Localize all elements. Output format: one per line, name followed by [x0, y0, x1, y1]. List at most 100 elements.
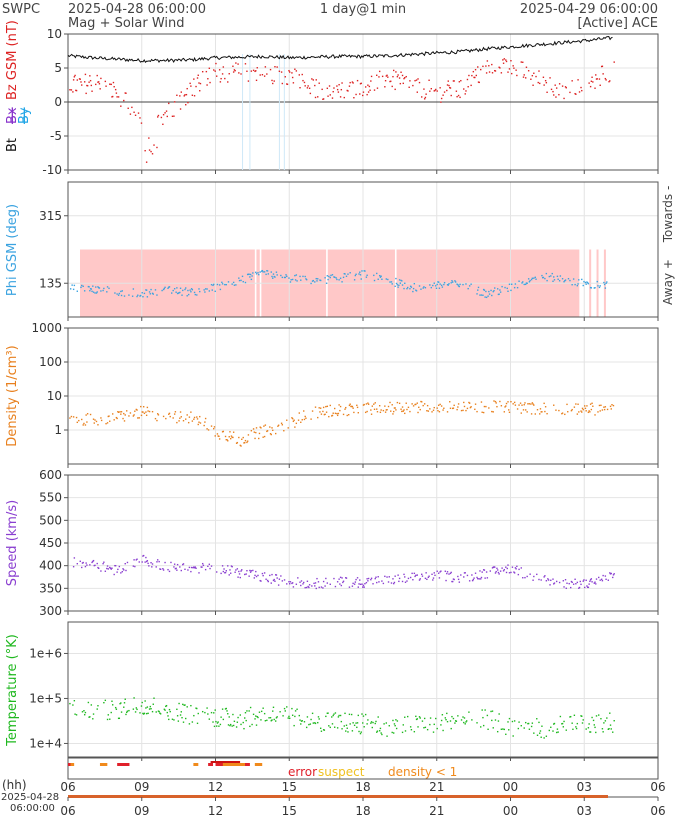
data-point [210, 565, 213, 567]
data-point [302, 79, 304, 82]
data-point [412, 579, 414, 581]
data-point [568, 582, 570, 585]
data-point [470, 84, 472, 87]
data-point [524, 402, 526, 404]
data-point [570, 580, 573, 583]
data-point [96, 708, 98, 710]
data-point [230, 723, 232, 726]
data-point [173, 288, 176, 290]
data-point [433, 406, 435, 409]
data-point [300, 584, 302, 587]
hh-label: (hh) [2, 778, 27, 792]
data-point [395, 282, 398, 285]
data-point [372, 721, 374, 724]
data-point [125, 569, 127, 572]
data-point [414, 403, 416, 406]
data-point [353, 724, 356, 727]
data-point [451, 580, 453, 583]
data-point [572, 583, 575, 585]
data-point [366, 274, 368, 276]
data-point [254, 70, 256, 73]
data-point [86, 84, 88, 87]
data-point [110, 711, 112, 714]
data-point [588, 82, 590, 84]
data-point [222, 430, 225, 433]
data-point [83, 714, 86, 716]
data-point [209, 81, 211, 84]
data-point [429, 90, 431, 92]
data-point [569, 586, 572, 589]
data-point [603, 408, 606, 411]
data-point [524, 576, 526, 579]
data-point [254, 574, 256, 577]
data-point [172, 289, 174, 292]
data-point [272, 579, 275, 582]
data-point [544, 277, 546, 280]
y-tick-label: 5 [54, 61, 62, 75]
data-point [317, 278, 319, 280]
data-point [320, 586, 323, 588]
data-point [412, 290, 414, 293]
data-point [98, 287, 101, 289]
data-point [188, 566, 191, 569]
data-point [166, 115, 168, 118]
data-point [389, 281, 391, 283]
data-point [281, 276, 284, 279]
data-point [364, 582, 366, 585]
data-point [328, 415, 330, 418]
data-point [394, 407, 396, 409]
data-point [308, 723, 310, 726]
data-point [182, 420, 185, 422]
data-point [493, 289, 495, 292]
x-tick-label: 12 [208, 780, 223, 794]
data-point [178, 702, 180, 705]
data-point [357, 412, 359, 414]
data-point [553, 94, 555, 96]
data-point [552, 280, 554, 283]
data-point [423, 286, 425, 288]
data-point [456, 95, 458, 98]
data-point [564, 413, 566, 416]
data-point [238, 570, 240, 573]
data-point [357, 714, 359, 717]
data-point [418, 406, 420, 409]
data-point [612, 574, 615, 576]
data-point [471, 579, 474, 582]
data-point [424, 96, 427, 99]
data-point [356, 726, 358, 729]
data-point [412, 287, 415, 290]
data-point [171, 292, 173, 294]
data-point [84, 565, 87, 568]
data-point [357, 586, 359, 588]
data-point [272, 706, 275, 709]
data-point [356, 406, 359, 409]
data-point [261, 73, 264, 76]
data-point [406, 408, 408, 411]
data-point [376, 730, 379, 732]
data-point [81, 562, 84, 564]
data-point [398, 284, 400, 287]
data-point [294, 715, 296, 718]
data-point [494, 566, 496, 568]
data-point [267, 580, 270, 583]
data-point [600, 404, 602, 407]
data-point [167, 715, 169, 717]
data-point [565, 587, 567, 590]
data-point [89, 564, 91, 566]
data-point [590, 80, 593, 82]
data-point [103, 287, 105, 290]
data-point [255, 273, 258, 275]
data-point [513, 572, 516, 574]
end-time: 2025-04-29 06:00:00 [520, 2, 658, 17]
data-point [333, 87, 335, 89]
data-point [543, 402, 545, 405]
data-point [457, 285, 460, 287]
data-point [397, 574, 399, 576]
quality-mark [70, 763, 75, 766]
data-point [133, 559, 135, 561]
data-point [602, 574, 604, 577]
data-point [300, 421, 302, 423]
data-point [553, 723, 555, 725]
data-point [95, 292, 98, 294]
data-point [485, 571, 488, 573]
